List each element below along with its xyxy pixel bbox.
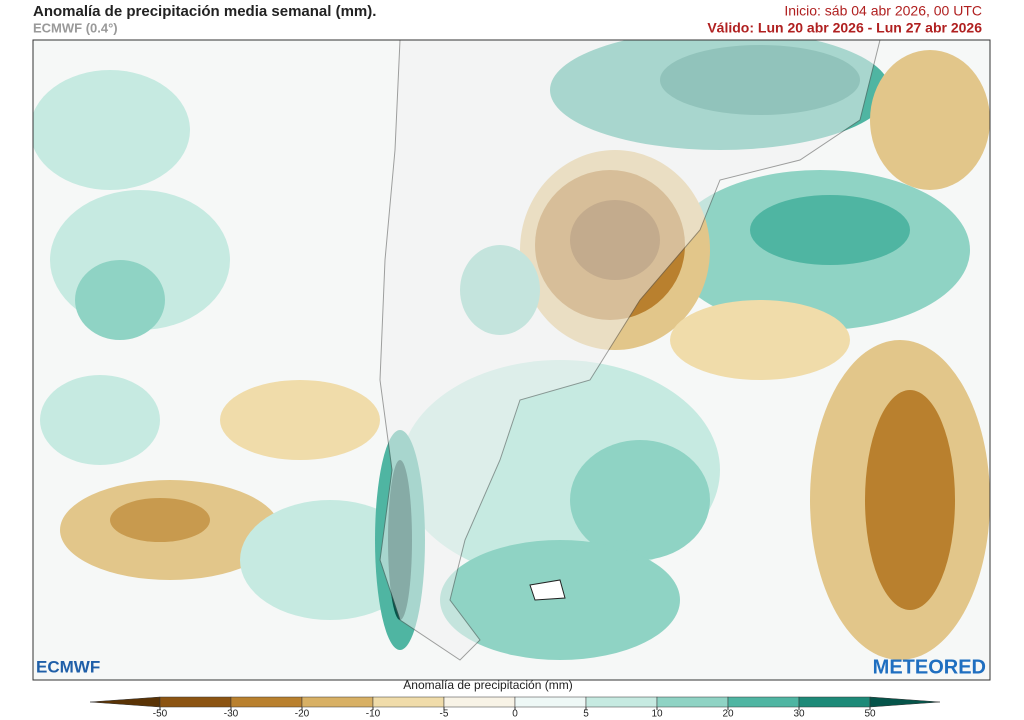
colorbar-tick-label: 10 [651, 709, 663, 720]
colorbar-tick-label: -5 [440, 709, 449, 720]
colorbar-tick-label: -30 [224, 709, 239, 720]
colorbar-title: Anomalía de precipitación (mm) [403, 678, 572, 692]
colorbar-tick-label: 5 [583, 709, 589, 720]
colorbar-segment [798, 696, 871, 708]
colorbar-segment [159, 696, 232, 708]
colorbar-extend-low [89, 696, 161, 708]
colorbar-segment [301, 696, 374, 708]
map: ECMWF METEORED [32, 39, 991, 681]
colorbar-tick-label: 20 [722, 709, 734, 720]
colorbar-segment [656, 696, 729, 708]
init-date: Inicio: sáb 04 abr 2026, 00 UTC [784, 3, 982, 19]
colorbar-segment [230, 696, 303, 708]
valid-date: Válido: Lun 20 abr 2026 - Lun 27 abr 202… [707, 20, 982, 36]
colorbar-tick-label: 30 [793, 709, 805, 720]
colorbar-tick-label: 0 [512, 709, 518, 720]
title: Anomalía de precipitación media semanal … [33, 3, 376, 20]
colorbar-tick-label: 50 [864, 709, 876, 720]
colorbar-extend-high [869, 696, 941, 708]
colorbar-tick-label: -20 [295, 709, 310, 720]
colorbar-segment [372, 696, 445, 708]
colorbar-tick-label: -50 [153, 709, 168, 720]
ecmwf-logo: ECMWF [36, 657, 100, 676]
subtitle: ECMWF (0.4°) [33, 20, 118, 35]
colorbar-tick-label: -10 [366, 709, 381, 720]
colorbar-segment [727, 696, 800, 708]
colorbar: Anomalía de precipitación (mm) -50 -30 -20… [89, 678, 941, 720]
meteored-logo: METEORED [873, 656, 986, 678]
colorbar-segment [585, 696, 658, 708]
colorbar-segment [443, 696, 516, 708]
colorbar-segment [514, 696, 587, 708]
